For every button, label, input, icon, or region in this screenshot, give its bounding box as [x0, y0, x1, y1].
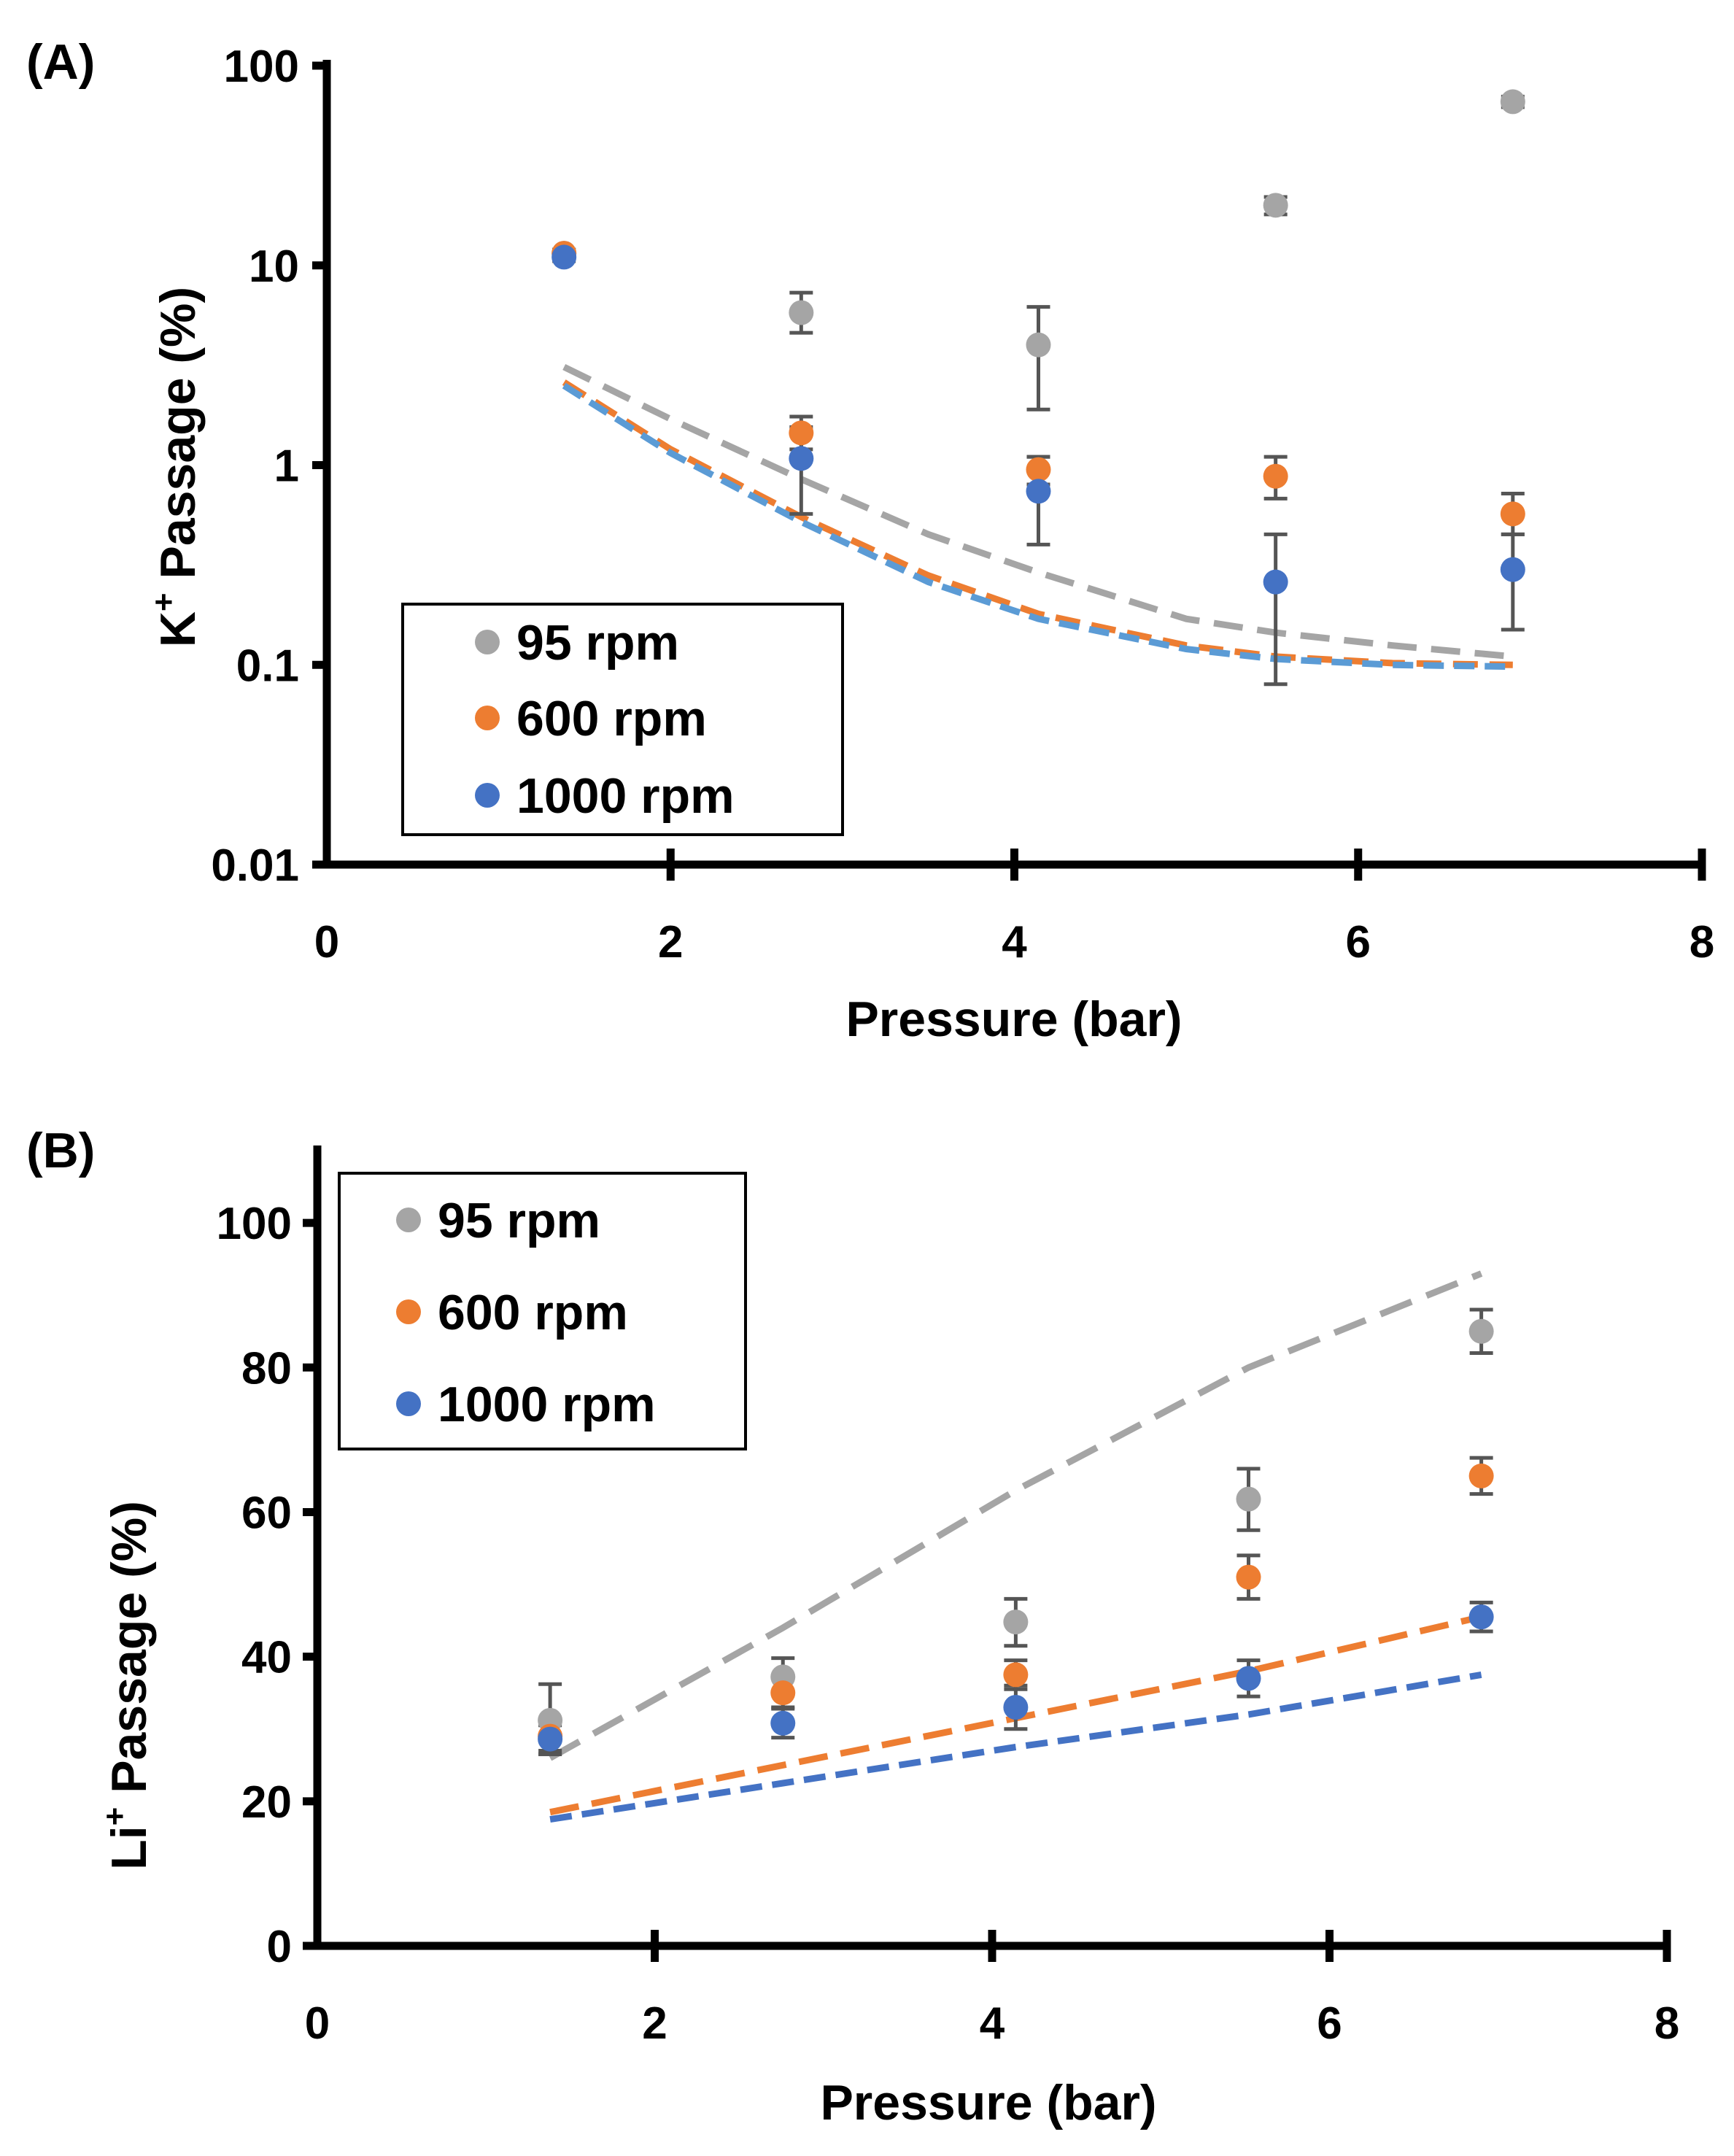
- panel-b-point-95rpm: [1003, 1610, 1029, 1635]
- panel-b-point-1000rpm: [1468, 1604, 1494, 1630]
- panel-a-legend-label-1000rpm: 1000 rpm: [516, 768, 735, 824]
- panel-a-point-95rpm: [789, 300, 814, 325]
- panel-a-x-axis-title: Pressure (bar): [845, 992, 1182, 1047]
- panel-a-y-axis-title: K+ Passage (%): [146, 287, 206, 647]
- panel-b-x-tick-label: 6: [1317, 1998, 1342, 2049]
- panel-b-y-axis-title: Li+ Passage (%): [97, 1501, 157, 1870]
- panel-a-legend-marker-600rpm: [475, 706, 500, 730]
- panel-b-point-600rpm: [1003, 1662, 1029, 1688]
- panel-b-x-tick-label: 0: [305, 1998, 330, 2049]
- panel-a-point-95rpm: [1026, 332, 1051, 358]
- panel-a-point-1000rpm: [1500, 557, 1525, 582]
- panel-b-model-line-95rpm: [548, 1270, 1483, 1761]
- panel-b-y-tick-label: 0: [267, 1922, 292, 1972]
- panel-b-legend: 95 rpm 600 rpm 1000 rpm: [338, 1172, 747, 1450]
- panel-a-model-line-1000rpm: [562, 382, 1513, 671]
- panel-a-x-tick-label: 2: [658, 917, 683, 967]
- panel-a-legend-marker-1000rpm: [475, 783, 500, 808]
- panel-a-y-tick-label: 0.1: [236, 641, 299, 691]
- panel-b-x-tick-label: 8: [1654, 1998, 1679, 2049]
- panel-a-x-tick-label: 8: [1690, 917, 1714, 967]
- panel-b-point-1000rpm: [1236, 1666, 1261, 1691]
- panel-a-point-95rpm: [1500, 89, 1525, 115]
- panel-b-y-tick-label: 100: [217, 1199, 292, 1249]
- panel-b-point-1000rpm: [1003, 1695, 1029, 1720]
- panel-a-errorbar-1000rpm: [1263, 532, 1288, 687]
- panel-a-legend-label-95rpm: 95 rpm: [516, 615, 679, 671]
- panel-b-legend-label-95rpm: 95 rpm: [438, 1193, 600, 1248]
- panel-b-y-tick-label: 80: [241, 1343, 292, 1394]
- panel-b-point-600rpm: [770, 1680, 796, 1706]
- panel-b-y-tick-label: 40: [241, 1633, 292, 1683]
- panel-a: (A) K+ Passage (%) Pressure (bar) 0.01 0.…: [26, 34, 1714, 1047]
- panel-a-errorbar-95rpm: [1026, 305, 1050, 412]
- panel-b-legend-marker-95rpm: [396, 1208, 421, 1232]
- panel-a-y-tick-label: 100: [224, 42, 299, 92]
- panel-a-y-tick-label: 1: [274, 441, 299, 492]
- panel-a-errorbar-1000rpm: [1501, 532, 1525, 632]
- panel-a-point-600rpm: [1500, 501, 1525, 527]
- panel-a-x-tick-label: 0: [314, 917, 339, 967]
- panel-a-point-95rpm: [1263, 193, 1288, 218]
- panel-a-point-600rpm: [1026, 457, 1051, 482]
- panel-b-model-line-1000rpm: [549, 1671, 1482, 1823]
- panel-a-point-600rpm: [1263, 463, 1288, 489]
- panel-b-label: (B): [26, 1123, 95, 1178]
- panel-b-x-tick-label: 4: [980, 1998, 1005, 2049]
- panel-a-point-1000rpm: [551, 244, 577, 270]
- panel-b-point-95rpm: [1468, 1318, 1494, 1344]
- panel-a-y-tick-label: 0.01: [211, 841, 299, 891]
- panel-a-point-1000rpm: [1263, 569, 1288, 595]
- panel-a-y-tick-label: 10: [249, 242, 299, 292]
- panel-a-label: (A): [26, 34, 95, 90]
- panel-b-y-tick-label: 60: [241, 1488, 292, 1538]
- panel-a-x-tick-label: 6: [1346, 917, 1371, 967]
- panel-a-legend-marker-95rpm: [475, 630, 500, 654]
- panel-b-point-95rpm: [1236, 1486, 1261, 1512]
- panel-b-x-tick-label: 2: [642, 1998, 667, 2049]
- panel-b-legend-label-1000rpm: 1000 rpm: [438, 1377, 656, 1432]
- panel-b: (B) Li+ Passage (%) Pressure (bar) 02040…: [26, 1123, 1679, 2130]
- panel-a-model-line-95rpm: [562, 363, 1514, 660]
- panel-a-point-1000rpm: [789, 446, 814, 471]
- panel-b-x-axis-title: Pressure (bar): [820, 2075, 1156, 2130]
- panel-a-legend-label-600rpm: 600 rpm: [516, 691, 707, 746]
- panel-a-x-tick-label: 4: [1002, 917, 1027, 967]
- panel-b-point-600rpm: [1468, 1463, 1494, 1488]
- panel-b-legend-marker-1000rpm: [396, 1391, 421, 1416]
- panel-b-legend-marker-600rpm: [396, 1299, 421, 1324]
- panel-a-point-600rpm: [789, 420, 814, 446]
- panel-b-legend-label-600rpm: 600 rpm: [438, 1285, 628, 1340]
- panel-b-point-600rpm: [1236, 1564, 1261, 1590]
- panel-b-point-1000rpm: [538, 1726, 563, 1752]
- panel-b-y-tick-label: 20: [241, 1777, 292, 1828]
- panel-a-model-line-600rpm: [562, 379, 1513, 668]
- panel-a-legend: 95 rpm 600 rpm 1000 rpm: [401, 603, 844, 836]
- panel-b-point-1000rpm: [770, 1710, 796, 1736]
- panel-a-point-1000rpm: [1026, 479, 1051, 504]
